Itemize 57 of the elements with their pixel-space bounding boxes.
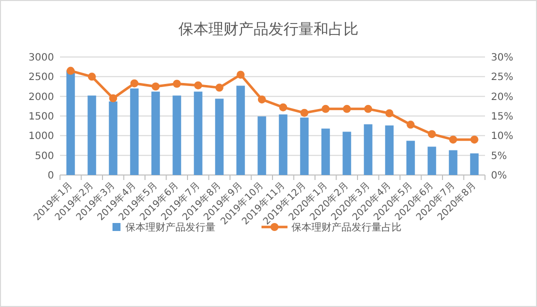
bar — [448, 150, 458, 175]
point — [109, 94, 118, 102]
point — [258, 95, 266, 104]
bar — [194, 92, 202, 175]
legend-label: 保本理财产品发行量 — [126, 222, 216, 234]
point — [215, 84, 224, 92]
point — [364, 104, 372, 113]
y-tick-label: 1000 — [28, 131, 54, 142]
y2-tick-label: 15% — [491, 112, 514, 122]
bar — [342, 132, 352, 175]
point — [152, 82, 160, 90]
point — [385, 109, 394, 118]
bar — [215, 98, 224, 175]
bar — [406, 140, 415, 175]
chart-title: 保本理财产品发行量和占比 — [178, 20, 358, 38]
bar — [258, 116, 266, 175]
bar — [172, 96, 182, 175]
point — [172, 80, 181, 88]
bar — [364, 124, 372, 175]
y-tick-label: 2500 — [28, 72, 54, 84]
y-tick-label: 1500 — [28, 112, 54, 122]
point — [342, 104, 351, 113]
bar — [151, 92, 160, 175]
bar — [300, 118, 309, 175]
bar — [108, 101, 118, 175]
bar — [321, 128, 330, 175]
y-tick-label: 500 — [34, 150, 54, 162]
y2-tick-label: 25% — [491, 72, 514, 84]
point — [428, 130, 436, 138]
point — [236, 70, 245, 79]
y2-tick-label: 30% — [491, 52, 514, 64]
bar — [278, 114, 288, 175]
point — [470, 136, 478, 144]
bar — [66, 70, 75, 175]
point — [279, 103, 288, 112]
y-tick-label: 3000 — [28, 52, 54, 64]
y-tick-label: 0 — [48, 170, 54, 182]
bar — [236, 86, 245, 175]
y2-tick-label: 10% — [491, 131, 514, 142]
y2-tick-label: 5% — [491, 150, 507, 162]
point — [300, 108, 308, 117]
point — [130, 79, 138, 88]
bar — [470, 153, 479, 175]
y-tick-label: 2000 — [28, 92, 54, 103]
y2-tick-label: 0% — [491, 170, 507, 182]
bar — [385, 125, 394, 175]
bar — [88, 96, 96, 175]
point — [88, 72, 96, 81]
point — [449, 136, 458, 144]
bar — [428, 146, 436, 175]
bar — [130, 88, 139, 175]
point — [322, 104, 330, 113]
legend-label: 保本理财产品发行量占比 — [292, 222, 402, 234]
y2-tick-label: 20% — [491, 92, 514, 103]
point — [194, 81, 202, 90]
point — [406, 120, 415, 129]
point — [66, 66, 75, 75]
